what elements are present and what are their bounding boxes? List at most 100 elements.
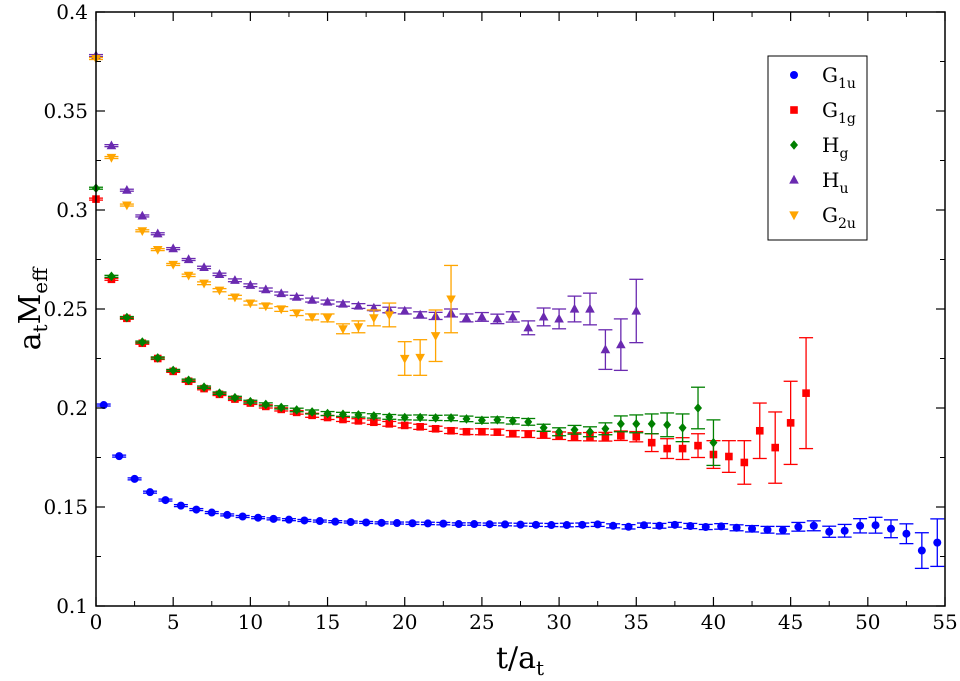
data-point-G1u	[609, 521, 618, 530]
data-point-G1g	[478, 427, 486, 436]
data-point-G1g	[647, 438, 656, 447]
data-point-G1g	[400, 421, 409, 430]
series-G2u	[89, 54, 459, 376]
data-point-G1u	[809, 521, 818, 530]
legend-label-sub: 2u	[838, 216, 856, 232]
data-point-G1u	[933, 538, 942, 547]
data-point-G1u	[238, 512, 247, 521]
data-point-Hg	[338, 409, 347, 420]
data-point-Hu	[477, 311, 487, 321]
data-point-G2u	[137, 227, 148, 236]
data-point-G1g	[508, 429, 517, 438]
data-point-G1u	[470, 520, 479, 529]
data-point-G1u	[192, 505, 201, 514]
data-point-G2u	[245, 299, 256, 309]
data-point-G2u	[353, 323, 364, 333]
data-point-Hu	[353, 300, 364, 310]
data-point-G1g	[786, 419, 795, 427]
y-tick-label: 0.3	[56, 198, 88, 222]
data-point-G1u	[99, 401, 108, 410]
data-point-G1g	[431, 424, 440, 433]
data-point-G2u	[214, 286, 225, 296]
y-tick-label: 0.15	[43, 495, 88, 519]
data-point-G1g	[524, 430, 533, 438]
y-tick-label: 0.4	[56, 0, 88, 24]
data-point-G2u	[446, 295, 456, 305]
data-point-Hg	[447, 413, 456, 423]
data-point-G1g	[354, 417, 363, 425]
data-point-Hg	[570, 424, 579, 435]
data-point-G1g	[570, 432, 579, 441]
data-point-G2u	[168, 260, 178, 270]
data-point-Hg	[292, 405, 301, 415]
data-point-Hg	[508, 416, 517, 426]
data-point-Hg	[493, 415, 502, 425]
y-axis-label-a: a	[13, 332, 48, 350]
data-point-G1u	[748, 524, 757, 533]
data-point-G1g	[740, 458, 749, 467]
data-point-Hu	[276, 288, 287, 298]
data-point-G2u	[199, 279, 209, 289]
data-point-Hu	[399, 305, 410, 315]
data-point-Hg	[184, 375, 193, 386]
y-tick-label: 0.1	[56, 594, 88, 618]
data-point-G2u	[106, 153, 117, 163]
data-point-Hg	[585, 426, 594, 437]
data-point-G1u	[501, 520, 510, 529]
y-tick-label: 0.35	[43, 99, 88, 123]
data-point-Hu	[600, 344, 611, 354]
y-tick-label: 0.2	[56, 396, 88, 420]
data-point-G1u	[300, 516, 309, 525]
data-point-G1u	[778, 526, 787, 535]
x-axis-label-main: t/a	[496, 641, 536, 676]
legend-marker-G2u	[789, 211, 799, 221]
data-point-Hu	[245, 280, 256, 289]
data-point-G1u	[547, 521, 556, 530]
data-point-G2u	[152, 246, 163, 255]
data-point-G1u	[176, 501, 185, 510]
data-point-Hg	[539, 423, 548, 433]
data-point-Hu	[183, 254, 194, 264]
data-point-Hg	[616, 419, 625, 429]
data-point-Hg	[138, 337, 147, 347]
data-point-Hg	[678, 423, 687, 433]
data-point-G1u	[717, 522, 726, 531]
data-point-Hg	[555, 426, 564, 437]
data-point-Hu	[507, 311, 518, 321]
data-point-G2u	[430, 332, 441, 341]
data-point-G2u	[230, 293, 240, 303]
data-point-Hg	[323, 408, 332, 419]
legend-label-sub: g	[839, 146, 848, 162]
legend-label-main: H	[822, 133, 839, 157]
data-point-Hg	[416, 412, 425, 423]
data-point-G1g	[447, 426, 455, 435]
x-tick-label: 10	[238, 610, 263, 634]
data-point-G1u	[639, 521, 648, 530]
legend-label-sub: 1u	[838, 76, 856, 92]
data-point-G1g	[493, 428, 502, 436]
data-point-G1u	[161, 496, 170, 505]
data-point-Hg	[524, 417, 533, 427]
x-axis-label-sub: t	[536, 656, 544, 680]
data-point-G1u	[886, 524, 895, 533]
data-point-G1u	[624, 522, 633, 531]
x-tick-label: 45	[778, 610, 803, 634]
data-point-G1u	[346, 518, 355, 527]
data-point-G1g	[678, 444, 687, 453]
x-tick-label: 5	[167, 610, 180, 634]
legend-label-G2u: G2u	[822, 203, 856, 232]
data-point-Hg	[153, 353, 162, 363]
data-point-Hg	[694, 403, 703, 413]
data-layer	[89, 50, 945, 570]
data-point-G1u	[485, 520, 494, 529]
data-point-G1u	[207, 508, 216, 517]
data-point-Hu	[152, 228, 163, 238]
legend-label-main: G	[822, 63, 838, 87]
data-point-G2u	[322, 314, 333, 324]
data-point-G1u	[840, 526, 849, 535]
data-point-G1u	[763, 525, 772, 534]
legend-label-sub: u	[839, 181, 848, 197]
legend-label-main: G	[822, 203, 838, 227]
